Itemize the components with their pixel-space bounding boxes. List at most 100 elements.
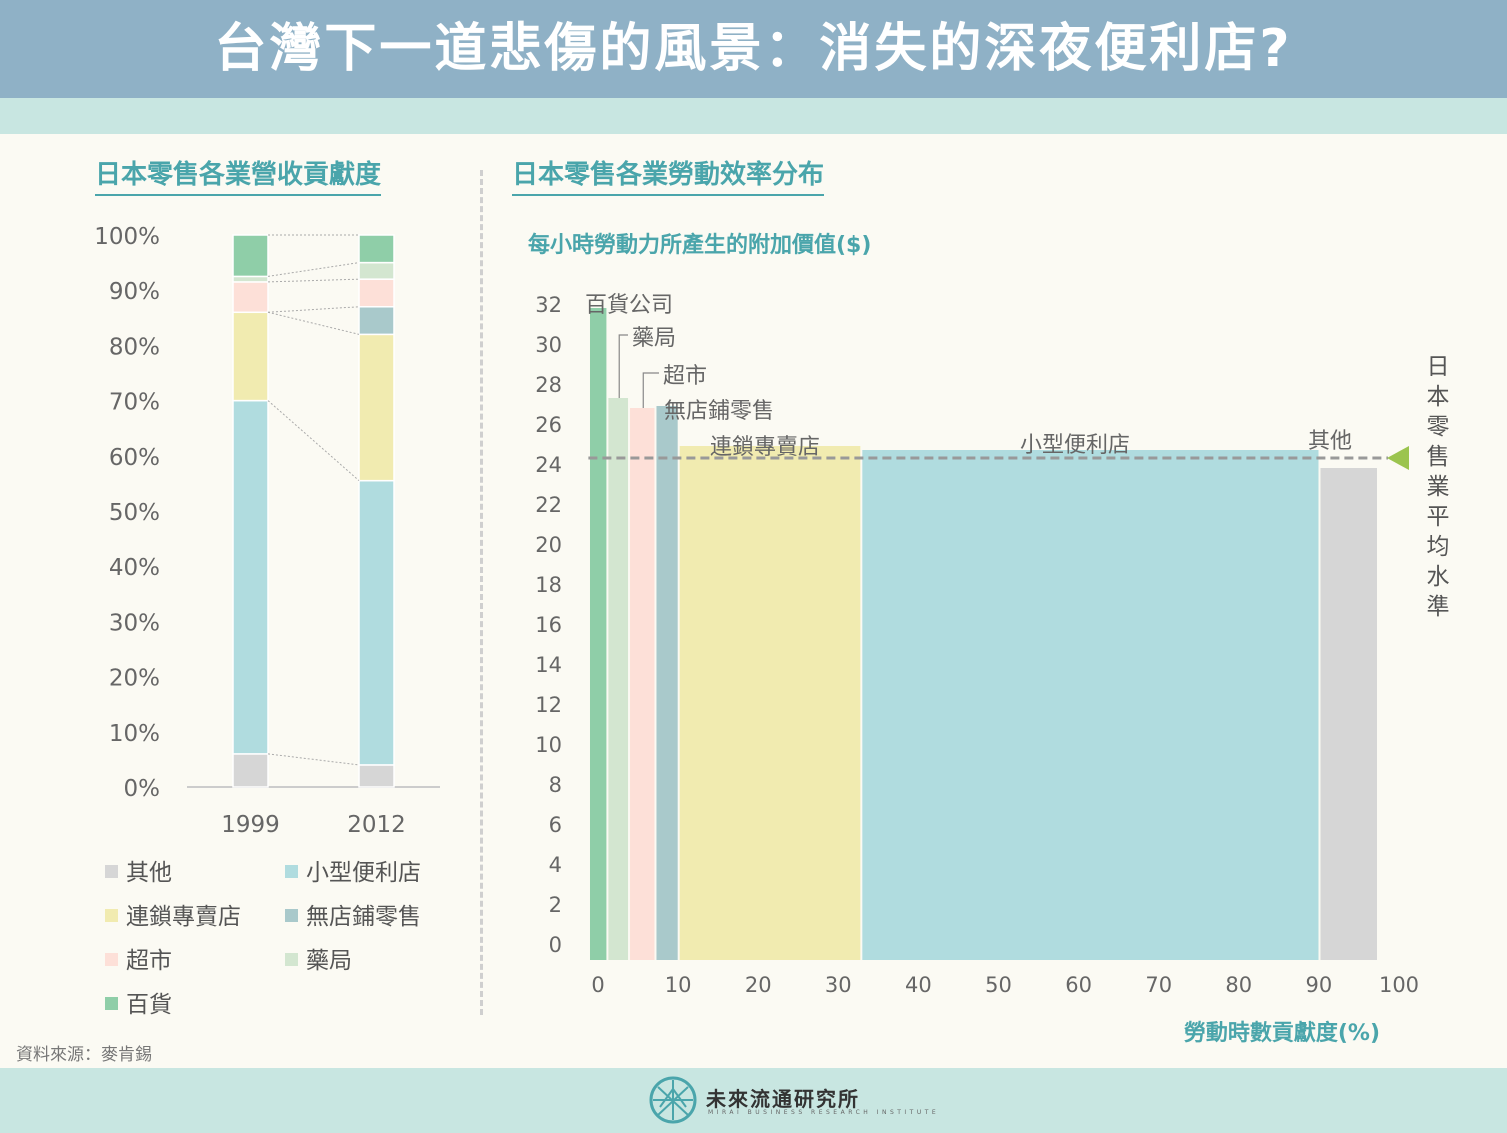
- legend-swatch: [105, 953, 118, 966]
- y-tick-label: 22: [535, 493, 562, 517]
- legend-label: 小型便利店: [306, 860, 421, 886]
- legend-item: 無店鋪零售: [285, 902, 421, 932]
- y-tick-label: 80%: [109, 334, 160, 360]
- page-title: 台灣下一道悲傷的風景：消失的深夜便利店?: [214, 19, 1293, 79]
- legend-item: 超市: [105, 946, 172, 976]
- x-tick-label: 70: [1145, 973, 1172, 997]
- x-tick-label: 30: [825, 973, 852, 997]
- y-tick-label: 2: [549, 893, 562, 917]
- segment-connector: [267, 278, 360, 283]
- y-axis-title: 每小時勞動力所產生的附加價值($): [528, 232, 871, 258]
- bar-label: 其他: [1308, 429, 1352, 454]
- legend-label: 其他: [126, 860, 172, 886]
- x-tick-label: 90: [1306, 973, 1333, 997]
- y-tick-label: 8: [549, 773, 562, 797]
- label-leader: [618, 334, 628, 398]
- efficiency-bar: [608, 398, 629, 960]
- average-level-label: 日本零售業平均水準: [1426, 354, 1450, 620]
- labor-efficiency-chart: 每小時勞動力所產生的附加價值($)勞動時數貢獻度(%)0246810121416…: [528, 232, 1419, 1046]
- bar-segment: [358, 234, 395, 264]
- y-tick-label: 20: [535, 533, 562, 557]
- efficiency-bar: [589, 308, 607, 960]
- header-bar: 台灣下一道悲傷的風景：消失的深夜便利店?: [0, 0, 1507, 98]
- legend-swatch: [285, 865, 298, 878]
- bar-segment: [232, 234, 269, 278]
- average-marker: [1387, 446, 1409, 470]
- legend-item: 百貨: [105, 990, 172, 1020]
- y-tick-label: 50%: [109, 500, 160, 526]
- x-tick-label: 0: [591, 973, 604, 997]
- logo-name: 未來流通研究所: [706, 1087, 860, 1111]
- logo-subtitle: MIRAI BUSINESS RESEARCH INSTITUTE: [708, 1109, 940, 1116]
- legend-item: 小型便利店: [285, 858, 421, 888]
- segment-connector: [267, 306, 360, 313]
- bar-label: 連鎖專賣店: [710, 435, 820, 460]
- bar-label: 百貨公司: [585, 293, 673, 318]
- bar-segment: [232, 399, 269, 755]
- x-tick-label: 40: [905, 973, 932, 997]
- y-tick-label: 0%: [124, 776, 161, 802]
- footer-bar: [0, 1068, 1507, 1133]
- y-tick-label: 30: [535, 333, 562, 357]
- bar-label: 小型便利店: [1020, 433, 1130, 458]
- y-tick-label: 60%: [109, 445, 160, 471]
- y-tick-label: 20%: [109, 666, 160, 692]
- source-note: 資料來源：麥肯錫: [16, 1045, 152, 1065]
- legend-label: 百貨: [126, 992, 172, 1018]
- bar-label: 超市: [663, 364, 707, 389]
- efficiency-bar: [1320, 468, 1377, 960]
- x-tick-label: 10: [665, 973, 692, 997]
- y-tick-label: 30%: [109, 610, 160, 636]
- bar-segment: [358, 278, 395, 308]
- y-tick-label: 10: [535, 733, 562, 757]
- y-tick-label: 14: [535, 653, 562, 677]
- y-tick-label: 12: [535, 693, 562, 717]
- y-tick-label: 100%: [94, 224, 160, 250]
- right-chart-title: 日本零售各業勞動效率分布: [512, 154, 825, 196]
- bar-segment: [232, 281, 269, 314]
- legend-label: 超市: [126, 948, 172, 974]
- x-tick-label: 50: [985, 973, 1012, 997]
- efficiency-bar: [862, 450, 1319, 960]
- y-tick-label: 26: [535, 413, 562, 437]
- legend-label: 連鎖專賣店: [126, 904, 241, 930]
- x-tick-label: 1999: [221, 812, 280, 838]
- x-tick-label: 100: [1379, 973, 1419, 997]
- section-divider: [480, 170, 483, 1015]
- legend-swatch: [105, 909, 118, 922]
- segment-connector: [267, 753, 360, 766]
- y-tick-label: 18: [535, 573, 562, 597]
- y-tick-label: 28: [535, 373, 562, 397]
- bar-label: 無店鋪零售: [664, 399, 774, 424]
- y-tick-label: 90%: [109, 279, 160, 305]
- label-leader: [642, 372, 659, 408]
- y-tick-label: 70%: [109, 390, 160, 416]
- segment-connector: [267, 262, 360, 277]
- legend-item: 連鎖專賣店: [105, 902, 241, 932]
- y-tick-label: 6: [549, 813, 562, 837]
- efficiency-bar: [656, 406, 678, 960]
- legend-label: 藥局: [306, 948, 352, 974]
- x-tick-label: 60: [1065, 973, 1092, 997]
- efficiency-bar: [679, 446, 861, 960]
- x-axis-title: 勞動時數貢獻度(%): [1184, 1020, 1380, 1046]
- y-tick-label: 24: [535, 453, 562, 477]
- header-subband: [0, 98, 1507, 134]
- efficiency-bar: [630, 408, 655, 960]
- revenue-contribution-chart: 0% 10% 20% 30% 40% 50% 60% 70% 80% 90% 100% 1999 201…: [94, 224, 440, 838]
- left-chart-title: 日本零售各業營收貢獻度: [95, 154, 382, 196]
- logo: 未來流通研究所 MIRAI BUSINESS RESEARCH INSTITUT…: [648, 1075, 936, 1127]
- y-tick-label: 40%: [109, 555, 160, 581]
- logo-icon: [649, 1076, 697, 1124]
- legend-swatch: [285, 953, 298, 966]
- legend-swatch: [105, 865, 118, 878]
- legend-swatch: [105, 997, 118, 1010]
- y-tick-label: 16: [535, 613, 562, 637]
- x-tick-label: 20: [745, 973, 772, 997]
- y-tick-label: 32: [535, 293, 562, 317]
- y-tick-label: 4: [549, 853, 562, 877]
- legend-label: 無店鋪零售: [306, 904, 421, 930]
- legend-item: 其他: [105, 858, 172, 888]
- y-tick-label: 10%: [109, 721, 160, 747]
- legend-item: 藥局: [285, 946, 352, 976]
